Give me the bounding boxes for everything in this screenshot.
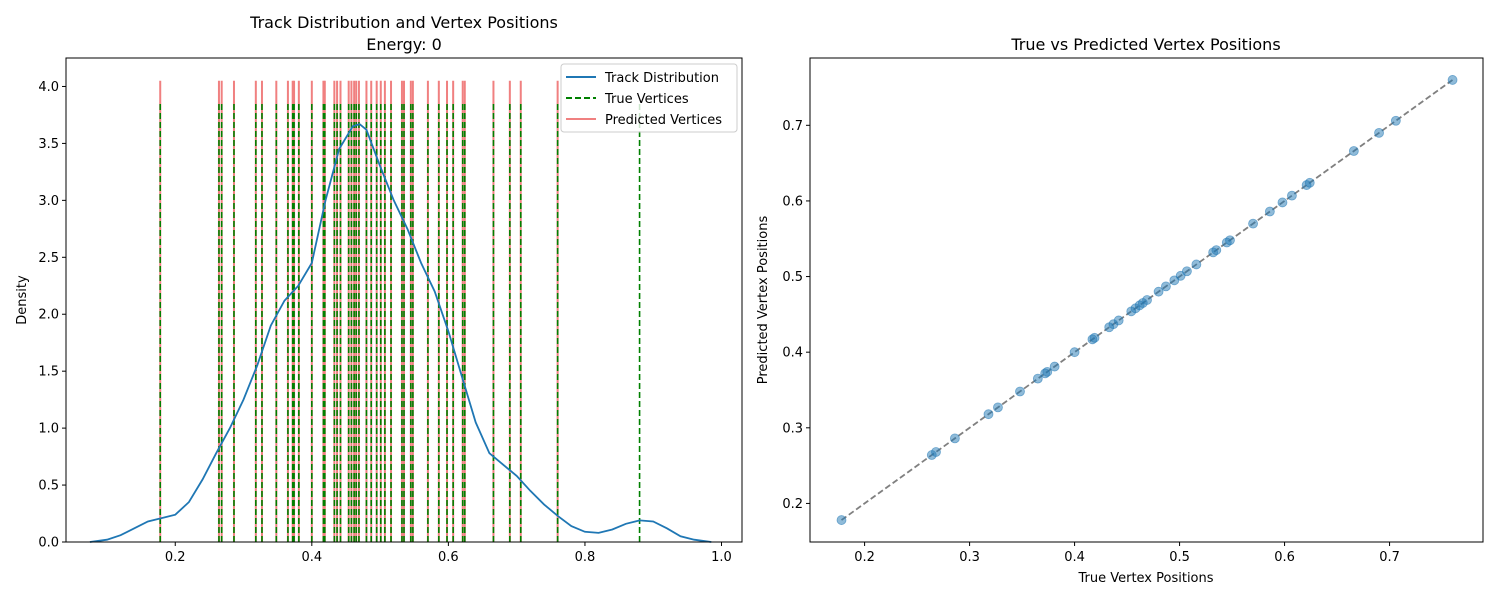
scatter-point [1069,347,1080,358]
right-x-axis-label: True Vertex Positions [1077,571,1213,586]
scatter-point [1113,315,1124,326]
y-tick-label: 0.4 [782,346,803,361]
scatter-point [1211,245,1222,255]
x-tick-label: 1.0 [711,550,732,565]
scatter-point [1225,235,1235,246]
scatter-point [1182,266,1192,277]
y-tick-label: 1.5 [38,365,59,380]
y-tick-label: 3.0 [38,194,59,209]
scatter-point [1304,177,1315,188]
scatter-point [1042,366,1053,377]
legend: Track Distribution True Vertices Predict… [560,63,738,133]
scatter-point [1049,361,1060,372]
y-tick-label: 0.2 [782,497,803,512]
x-tick-label: 0.8 [575,550,596,565]
scatter-point [1264,206,1275,217]
scatter-point [836,515,847,525]
track-distribution-curve [89,123,712,543]
x-tick-label: 0.5 [1169,550,1190,565]
left-chart-title: Track Distribution and Vertex Positions [249,13,558,32]
scatter-point [1277,197,1288,208]
scatter-point [1089,332,1100,343]
legend-label-predicted: Predicted Vertices [605,113,722,128]
y-tick-label: 0.5 [38,479,59,494]
scatter-point [1374,127,1384,138]
scatter-point [1390,115,1401,126]
x-tick-label: 0.2 [165,550,186,565]
legend-label-track: Track Distribution [604,71,719,86]
right-chart-title: True vs Predicted Vertex Positions [1010,35,1280,54]
y-tick-label: 0.0 [38,536,59,551]
y-tick-label: 0.5 [782,270,803,285]
x-tick-label: 0.4 [1064,550,1085,565]
y-tick-label: 0.3 [782,421,803,436]
y-tick-label: 0.7 [782,119,803,134]
left-plot-frame [65,57,743,543]
scatter-point [1161,281,1171,292]
x-tick-label: 0.6 [1274,550,1295,565]
scatter-point [1447,75,1458,85]
left-chart-subtitle: Energy: 0 [366,35,442,54]
scatter-point [1287,190,1297,201]
legend-label-true: True Vertices [604,92,689,107]
scatter-point [1248,218,1258,229]
right-chart: True vs Predicted Vertex Positions True … [756,35,1484,586]
scatter-point [1032,373,1043,384]
y-tick-label: 3.5 [38,137,59,152]
left-chart: Track Distribution and Vertex Positions … [15,13,743,565]
scatter-point [1015,386,1025,397]
scatter-point [993,402,1003,413]
x-tick-label: 0.7 [1379,550,1400,565]
scatter-point [1348,146,1359,156]
scatter-point [931,447,941,457]
scatter-point [1142,295,1152,305]
y-tick-label: 4.0 [38,80,59,95]
x-tick-label: 0.6 [438,550,459,565]
right-y-axis-label: Predicted Vertex Positions [756,216,771,385]
legend-box [560,63,738,133]
x-tick-label: 0.4 [301,550,322,565]
left-y-axis-label: Density [15,275,30,325]
x-tick-label: 0.2 [854,550,875,565]
right-plot-frame [809,57,1484,543]
scatter-point [949,433,960,444]
y-tick-label: 2.0 [38,308,59,323]
scatter-point [1153,286,1164,297]
scatter-point [983,409,994,420]
y-tick-label: 0.6 [782,194,803,209]
x-tick-label: 0.3 [959,550,980,565]
scatter-point [1191,259,1202,270]
y-tick-label: 2.5 [38,251,59,266]
y-tick-label: 1.0 [38,422,59,437]
